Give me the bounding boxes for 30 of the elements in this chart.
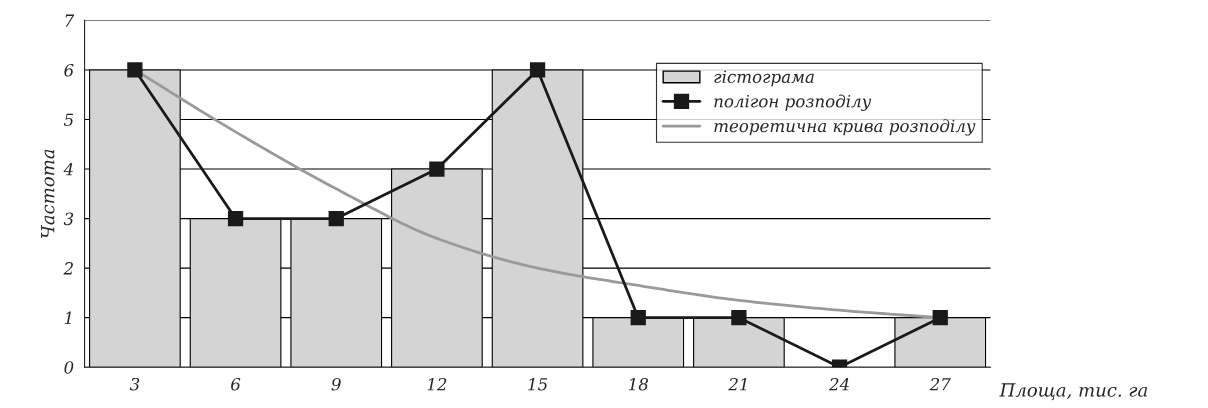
y-tick-label: 4: [63, 162, 73, 176]
y-tick-label: 3: [63, 212, 74, 226]
x-axis-title: Площа, тис. га: [999, 383, 1148, 401]
point: [731, 310, 747, 326]
y-axis-title: Частота: [41, 149, 55, 238]
x-tick-label: 15: [528, 377, 548, 391]
x-tick-label: 24: [828, 377, 849, 391]
y-tick-label: 1: [64, 311, 71, 324]
y-tick-label: 5: [63, 113, 74, 127]
x-tick-label: 21: [728, 377, 747, 391]
point: [630, 310, 646, 326]
x-tick-label: 3: [129, 377, 140, 391]
point: [529, 62, 546, 78]
y-tick-label: 2: [63, 262, 73, 275]
x-tick-label: 6: [231, 377, 241, 391]
x-tick-label: 27: [929, 377, 951, 391]
legend-label: теоретична крива розподілу: [714, 119, 976, 136]
point: [429, 161, 445, 177]
y-tick-label: 0: [64, 361, 74, 374]
point: [328, 210, 344, 227]
x-tick-label: 12: [427, 377, 447, 391]
y-tick-label: 7: [65, 14, 75, 27]
y-tick-label: 6: [64, 63, 74, 77]
x-tick-label: 9: [331, 377, 341, 391]
legend-label: полігон розподілу: [714, 94, 872, 111]
point: [227, 210, 244, 227]
point: [127, 62, 143, 78]
legend-label: гістограма: [714, 70, 814, 87]
x-tick-label: 18: [628, 377, 648, 391]
point: [932, 310, 948, 326]
